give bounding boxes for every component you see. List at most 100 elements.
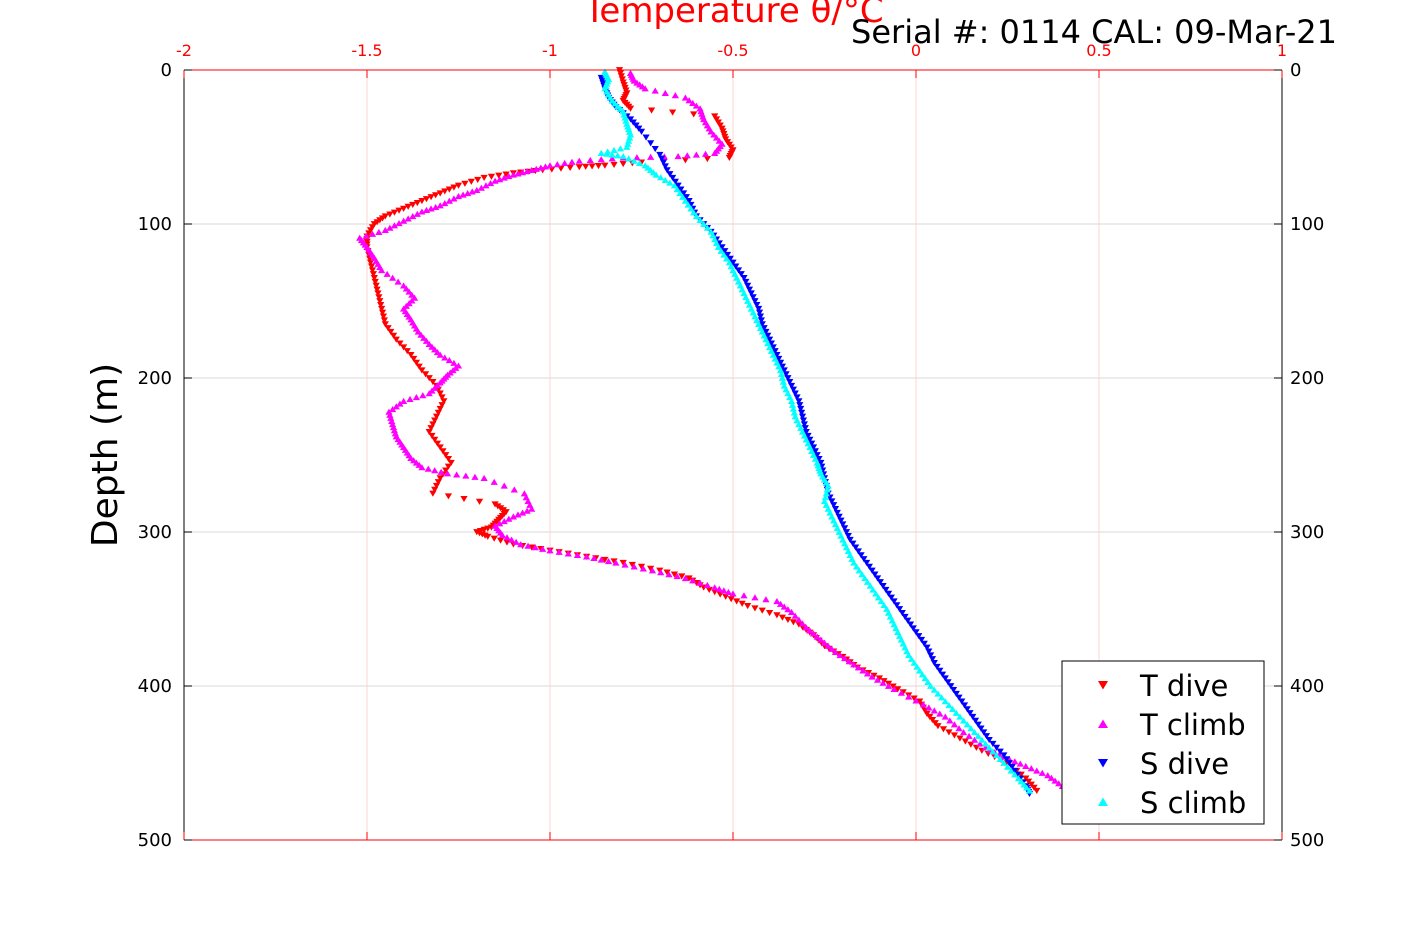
data-point-t-climb: [464, 189, 472, 197]
data-point-t-climb: [471, 473, 479, 480]
data-point-t-dive: [367, 227, 375, 234]
data-point-s-climb: [789, 405, 797, 412]
data-point-t-climb: [520, 490, 528, 497]
data-point-t-climb: [490, 478, 498, 485]
data-point-t-climb: [651, 87, 659, 94]
data-point-s-climb: [802, 436, 810, 443]
data-point-s-climb: [619, 153, 627, 160]
data-point-t-climb: [389, 405, 397, 413]
data-point-s-dive: [784, 375, 792, 382]
data-point-s-dive: [989, 740, 997, 747]
data-point-s-dive: [685, 198, 693, 205]
data-point-t-dive: [619, 161, 627, 168]
data-point-s-climb: [905, 651, 913, 659]
data-point-s-dive: [776, 359, 785, 366]
data-point-s-climb: [967, 725, 975, 732]
data-point-s-climb: [974, 732, 982, 739]
data-point-s-climb: [608, 151, 616, 158]
data-point-s-dive: [682, 194, 690, 201]
data-point-t-dive: [956, 735, 964, 742]
data-point-s-climb: [894, 628, 902, 635]
data-point-t-climb: [383, 270, 391, 277]
data-point-t-climb: [491, 177, 499, 184]
data-point-s-climb: [828, 513, 836, 520]
data-point-s-dive: [679, 190, 688, 197]
data-point-s-climb: [992, 752, 1001, 759]
data-point-t-climb: [575, 157, 583, 164]
data-point-s-climb: [842, 544, 851, 551]
data-point-s-dive: [755, 305, 763, 312]
data-point-s-dive: [786, 378, 794, 386]
data-point-t-climb: [412, 325, 421, 332]
data-point-t-dive: [407, 352, 415, 359]
data-point-t-climb: [608, 155, 616, 162]
data-point-t-climb: [482, 182, 490, 189]
data-point-s-dive: [771, 348, 779, 355]
data-point-s-dive: [927, 652, 935, 659]
data-point-t-dive: [379, 313, 388, 320]
data-point-t-dive: [618, 76, 626, 83]
data-point-t-dive: [495, 172, 503, 179]
data-point-t-dive: [368, 224, 377, 231]
data-point-s-climb: [756, 324, 765, 331]
data-point-t-climb: [621, 561, 629, 568]
data-point-t-dive: [376, 298, 384, 305]
data-point-s-climb: [813, 459, 821, 466]
data-point-t-climb: [824, 642, 832, 649]
data-point-s-dive: [904, 617, 912, 624]
legend-marker: [1098, 797, 1108, 806]
data-point-s-dive: [890, 598, 898, 605]
data-point-t-dive: [434, 479, 442, 486]
data-point-t-climb: [696, 105, 704, 112]
data-point-t-climb: [780, 603, 788, 610]
data-point-s-dive: [1002, 756, 1011, 763]
data-point-t-climb: [806, 627, 814, 634]
data-point-t-climb: [1038, 769, 1046, 776]
data-point-s-dive: [969, 713, 977, 721]
data-point-s-climb: [769, 351, 777, 358]
data-point-s-dive: [791, 390, 799, 397]
data-point-s-dive: [1011, 767, 1019, 774]
data-point-s-climb: [711, 236, 719, 243]
data-point-s-climb: [888, 617, 896, 624]
data-point-t-dive: [436, 405, 444, 413]
data-point-s-dive: [760, 325, 768, 332]
data-point-s-dive: [933, 663, 941, 670]
data-point-t-climb: [703, 581, 711, 589]
data-point-s-dive: [635, 125, 643, 132]
data-point-t-climb: [394, 278, 402, 285]
data-point-t-dive: [432, 413, 441, 420]
data-point-t-dive: [678, 573, 686, 580]
data-point-s-climb: [903, 648, 911, 655]
data-point-t-dive: [396, 340, 404, 347]
data-point-t-climb: [795, 616, 803, 623]
data-point-s-climb: [751, 313, 759, 320]
data-point-t-climb: [450, 359, 458, 366]
data-point-t-dive: [372, 282, 380, 289]
data-point-t-climb: [436, 202, 444, 209]
data-point-t-climb: [507, 536, 516, 543]
data-point-s-dive: [773, 352, 781, 359]
data-point-t-dive: [795, 621, 803, 628]
data-point-s-dive: [901, 613, 909, 620]
data-point-s-climb: [597, 149, 605, 157]
data-point-t-climb: [707, 128, 715, 135]
data-point-s-dive: [912, 629, 920, 636]
data-point-s-climb: [819, 473, 827, 480]
data-point-t-climb: [787, 608, 796, 615]
data-point-s-climb: [809, 451, 818, 458]
data-point-s-dive: [637, 128, 646, 135]
data-point-t-dive: [373, 286, 381, 293]
data-point-t-climb: [630, 563, 638, 570]
data-point-s-climb: [978, 736, 986, 743]
data-point-t-climb: [850, 661, 858, 668]
data-point-t-climb: [1044, 772, 1052, 779]
data-point-t-climb: [500, 482, 508, 489]
data-point-t-dive: [934, 723, 942, 730]
data-point-s-dive: [854, 548, 862, 555]
data-point-s-dive: [982, 733, 991, 740]
data-point-s-dive: [947, 683, 955, 690]
data-point-t-climb: [685, 97, 693, 104]
data-point-s-dive: [749, 294, 757, 301]
